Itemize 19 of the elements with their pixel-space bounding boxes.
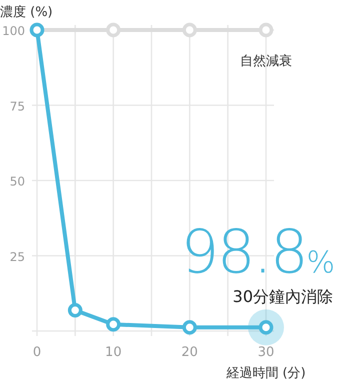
x-tick-label: 0 — [32, 345, 42, 360]
point — [68, 302, 82, 318]
point — [258, 22, 274, 38]
point — [182, 22, 197, 38]
annotation: 30分鐘內消除 — [232, 287, 333, 306]
x-tick-label: 30 — [258, 345, 274, 360]
x-tick-label: 10 — [105, 345, 122, 360]
annotation: 98.8% — [180, 217, 334, 288]
y-tick-label: 25 — [10, 250, 25, 264]
y-axis-title: 濃度 (%) — [0, 4, 53, 20]
point — [106, 22, 121, 38]
y-tick-label: 100 — [2, 24, 25, 38]
x-tick-label: 20 — [181, 345, 198, 360]
y-tick-label: 75 — [10, 99, 25, 114]
point — [106, 317, 121, 332]
point — [182, 320, 197, 335]
series-label: 自然減衰 — [240, 53, 292, 69]
x-axis-title: 経過時間 (分) — [225, 366, 306, 381]
y-tick-label: 50 — [10, 174, 25, 188]
